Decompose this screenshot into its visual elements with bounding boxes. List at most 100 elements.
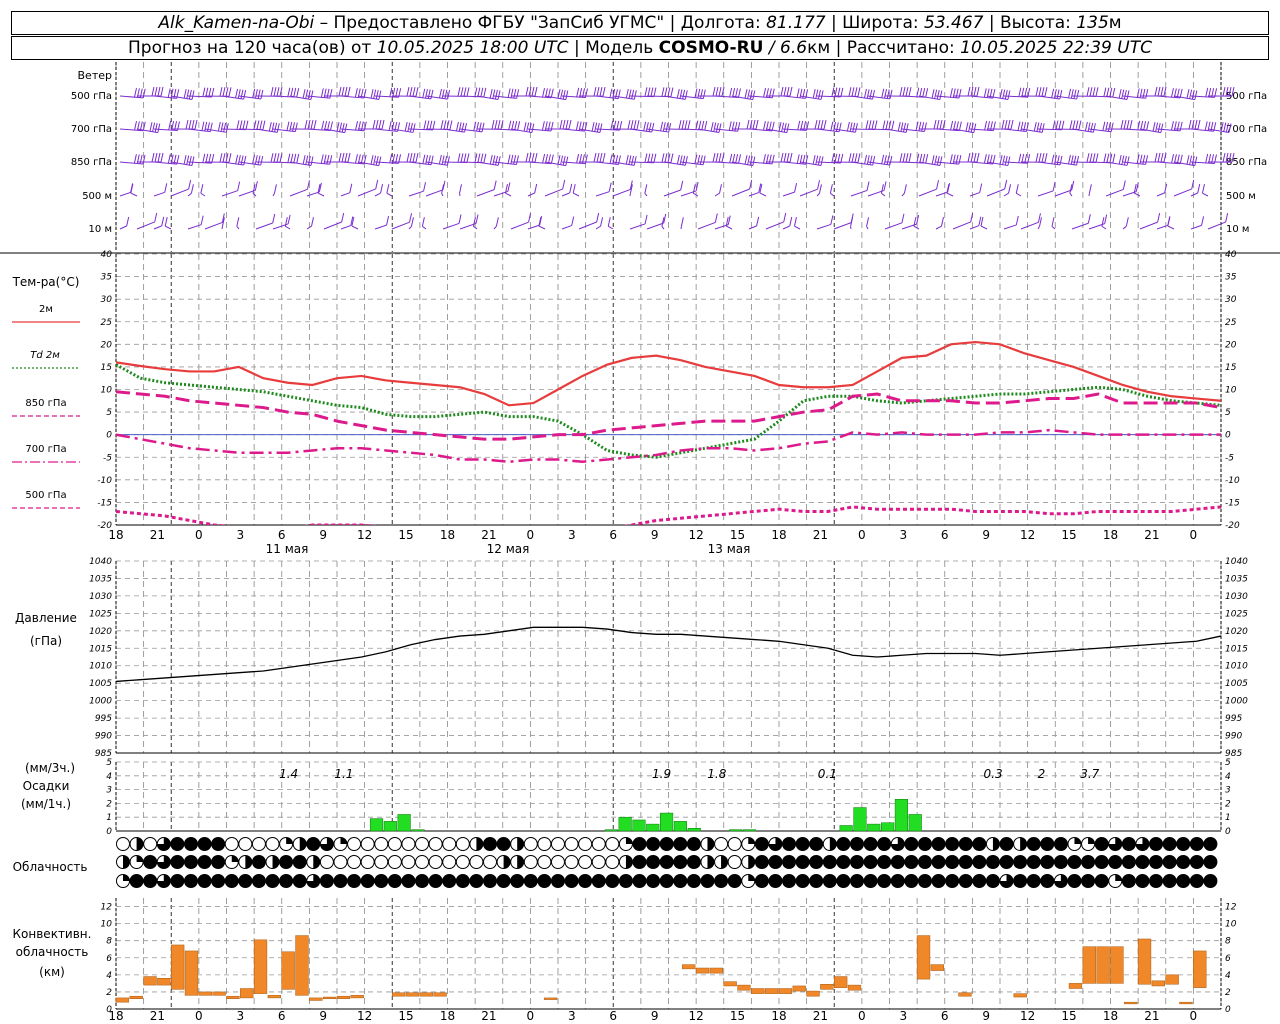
wind-barb-flag <box>423 120 427 130</box>
temp-time-tick: 21 <box>481 528 496 542</box>
wind-barb-flag <box>702 89 706 99</box>
wind-barb-flag <box>1126 120 1130 130</box>
wind-barb-flag <box>1017 121 1021 131</box>
wind-barb <box>473 225 478 230</box>
wind-barb <box>759 192 767 197</box>
wind-barb <box>1054 189 1072 197</box>
wind-barb-flag <box>429 120 433 130</box>
cloud-symbol <box>319 855 334 869</box>
wind-barb-flag <box>735 88 739 98</box>
wind-barb-flag <box>355 120 359 131</box>
wind-barb <box>1190 192 1198 197</box>
wind-barb-flag <box>557 155 561 165</box>
wind-barb-flag <box>1201 216 1205 226</box>
wind-barb-flag <box>474 153 478 163</box>
conv-ytick-right: 6 <box>1225 954 1231 964</box>
wind-barb <box>425 95 448 100</box>
cloud-symbol <box>564 837 579 851</box>
wind-barb <box>561 128 585 132</box>
wind-barb <box>1037 161 1061 166</box>
wind-barb-flag <box>347 152 351 163</box>
wind-barb-flag <box>1007 156 1011 166</box>
wind-barb-flag <box>562 179 566 190</box>
wind-barb <box>391 221 410 230</box>
wind-barb-flag <box>1044 87 1048 97</box>
conv-ytick-left: 0 <box>106 1005 112 1015</box>
cloud-symbol-half <box>136 837 144 851</box>
wind-barb-flag <box>410 217 414 227</box>
wind-barb-flag <box>1056 89 1060 99</box>
conv-bar <box>820 983 834 990</box>
wind-barb-flag <box>375 119 379 130</box>
wind-barb-flag <box>676 88 680 99</box>
cloud-symbol-three-quarter <box>768 837 782 851</box>
wind-barb-flag <box>259 120 263 130</box>
wind-barb-flag <box>534 152 538 163</box>
wind-barb <box>850 95 873 100</box>
wind-barb <box>544 95 566 101</box>
wind-barb-flag <box>326 88 330 98</box>
wind-barb-flag <box>999 89 1003 99</box>
wind-barb-flag <box>881 88 885 98</box>
wind-barb-flag <box>663 213 667 224</box>
wind-barb-flag <box>576 87 580 98</box>
wind-barb-flag <box>310 156 314 166</box>
wind-barb-flag <box>1125 217 1129 227</box>
wind-barb <box>544 161 566 167</box>
wind-barb <box>119 128 144 132</box>
wind-barb <box>340 95 365 99</box>
wind-barb-flag <box>979 183 983 193</box>
wind-barb <box>918 188 937 197</box>
wind-barb-flag <box>629 180 633 190</box>
wind-barb-flag <box>599 86 603 97</box>
cloud-symbol <box>1189 855 1204 869</box>
cloud-symbol <box>265 874 280 888</box>
wind-barb-flag <box>854 87 858 97</box>
wind-barb-flag <box>783 152 787 163</box>
prec-ytick-right: 3 <box>1225 786 1231 796</box>
wind-barb-flag <box>1095 87 1099 97</box>
wind-barb-flag <box>596 152 600 163</box>
wind-barb-flag <box>820 120 824 130</box>
cloud-symbol <box>754 855 769 869</box>
wind-barb <box>561 95 586 98</box>
wind-barb <box>697 128 720 133</box>
conv-bar <box>723 981 737 987</box>
wind-barb-flag <box>700 89 704 99</box>
wind-barb-flag <box>1039 122 1043 133</box>
wind-barb-flag <box>305 89 309 99</box>
wind-barb <box>187 95 212 98</box>
wind-barb <box>578 221 597 230</box>
cloud-symbol-half <box>313 855 320 869</box>
wind-barb-flag <box>1101 217 1105 227</box>
wind-barb-flag <box>852 122 856 132</box>
cloud-symbol <box>686 874 701 888</box>
wind-barb-flag <box>1118 155 1122 165</box>
wind-barb-flag <box>900 122 904 132</box>
wind-barb-flag <box>699 155 703 165</box>
wind-barb <box>442 222 460 230</box>
precip-bar <box>660 812 674 832</box>
wind-barb-flag <box>415 153 419 163</box>
wind-barb-flag <box>949 154 953 164</box>
wind-barb-flag <box>633 90 637 100</box>
wind-barb-flag <box>287 87 291 97</box>
wind-barb-flag <box>670 153 674 163</box>
wind-barb-flag <box>200 184 204 194</box>
wind-barb-flag <box>923 122 927 132</box>
wind-barb-flag <box>1002 89 1006 99</box>
wind-barb <box>952 221 971 230</box>
wind-barb-flag <box>550 88 554 98</box>
cloud-symbol <box>646 855 661 869</box>
wind-barb-flag <box>1095 153 1099 163</box>
wind-barb-flag <box>883 181 887 191</box>
wind-barb-flag <box>513 155 517 165</box>
cloud-symbol <box>1149 855 1164 869</box>
wind-level-label-right: 500 гПа <box>1226 91 1267 102</box>
temp-ytick-left: 30 <box>101 295 113 305</box>
latitude-value: 53.467 <box>924 13 984 33</box>
conv-time-tick: 3 <box>568 1009 576 1023</box>
conv-ytick-left: 10 <box>101 920 113 930</box>
cloud-symbol <box>795 855 810 869</box>
cloud-symbol <box>211 874 226 888</box>
